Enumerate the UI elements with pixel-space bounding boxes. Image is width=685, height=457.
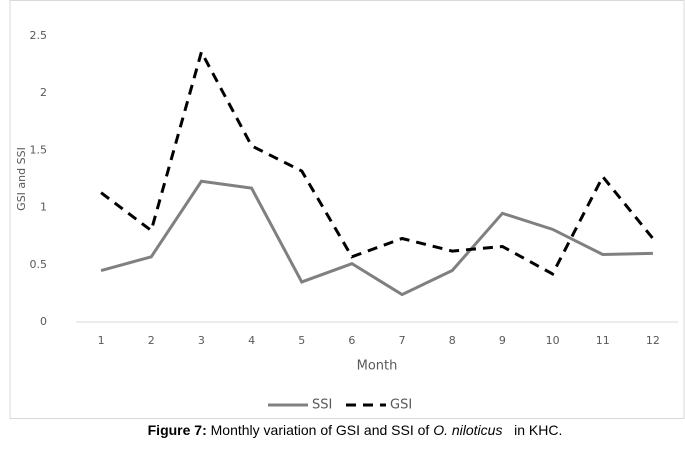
x-tick-label: 7 bbox=[399, 334, 406, 347]
x-tick-label: 9 bbox=[499, 334, 506, 347]
legend-label: GSI bbox=[390, 398, 412, 413]
x-tick-label: 12 bbox=[646, 334, 660, 347]
x-tick-label: 11 bbox=[596, 334, 610, 347]
y-tick-label: 1 bbox=[40, 201, 47, 214]
x-tick-label: 10 bbox=[546, 334, 560, 347]
y-tick-label: 2 bbox=[40, 86, 47, 99]
x-tick-label: 6 bbox=[348, 334, 355, 347]
x-tick-label: 1 bbox=[98, 334, 105, 347]
caption-label: Figure 7: bbox=[148, 422, 207, 438]
x-tick-label: 2 bbox=[148, 334, 155, 347]
y-tick-label: 2.5 bbox=[30, 29, 48, 42]
series-line bbox=[100, 48, 655, 277]
y-axis-label: GSI and SSI bbox=[15, 147, 28, 211]
y-tick-label: 0.5 bbox=[30, 258, 48, 271]
x-tick-label: 3 bbox=[198, 334, 205, 347]
caption-suffix: in KHC. bbox=[502, 422, 562, 438]
chart-frame bbox=[9, 0, 685, 419]
caption-species: O. niloticus bbox=[433, 422, 502, 438]
y-tick-label: 1.5 bbox=[30, 143, 48, 156]
legend-label: SSI bbox=[312, 398, 332, 413]
x-tick-label: 4 bbox=[248, 334, 255, 347]
x-tick-label: 5 bbox=[298, 334, 305, 347]
y-tick-label: 0 bbox=[40, 315, 47, 328]
x-tick-label: 8 bbox=[449, 334, 456, 347]
series-line bbox=[100, 179, 653, 297]
x-axis-label: Month bbox=[357, 359, 398, 374]
caption: Figure 7: Monthly variation of GSI and S… bbox=[148, 422, 563, 438]
caption-text: Monthly variation of GSI and SSI of bbox=[207, 422, 433, 438]
